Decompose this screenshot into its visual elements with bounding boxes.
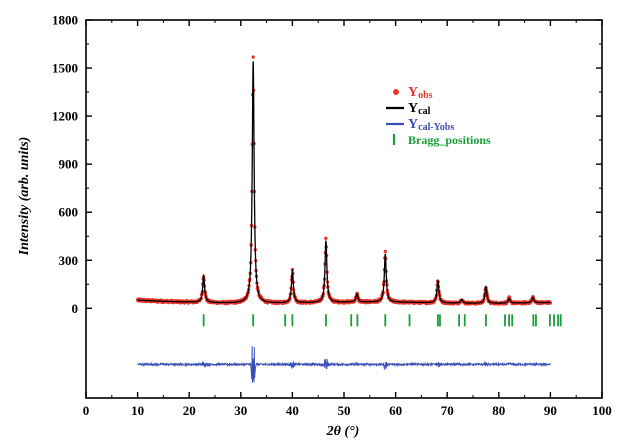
axes-layer: 0 10 20 30 40 50 60 70 80 90 100 0 300 600 900 1200 1500…	[52, 13, 612, 419]
legend-label-main: Y	[408, 101, 418, 116]
legend-label-obs: Yobs	[408, 85, 433, 101]
legend-label-sub: cal-Yobs	[418, 122, 454, 133]
y-tick-label: 0	[72, 301, 79, 316]
x-tick-label: 80	[492, 403, 505, 418]
calculated-curve	[137, 61, 551, 304]
x-tick-label: 20	[183, 403, 196, 418]
legend-label-main: Bragg_positions	[408, 133, 491, 147]
observed-points-layer	[135, 55, 553, 306]
y-tick-label: 1500	[52, 61, 78, 76]
x-tick-label: 50	[338, 403, 351, 418]
observed-point	[324, 236, 328, 240]
calculated-curve-layer	[137, 61, 551, 304]
observed-point	[383, 249, 387, 254]
x-tick-label: 40	[286, 403, 299, 418]
x-tick-label: 100	[592, 403, 612, 418]
y-tick-label: 900	[59, 157, 79, 172]
y-tick-label: 300	[59, 253, 79, 268]
y-tick-label: 600	[59, 205, 79, 220]
legend-label-sub: obs	[418, 90, 433, 101]
legend-marker-obs	[393, 89, 399, 95]
x-axis-title: 2θ (°)	[326, 424, 360, 439]
x-tick-label: 70	[441, 403, 454, 418]
y-tick-label: 1800	[52, 13, 78, 28]
legend-label-main: Y	[408, 85, 418, 100]
y-tick-label: 1200	[52, 109, 78, 124]
legend-label-main: Y	[408, 117, 418, 132]
bragg-positions-layer	[202, 314, 562, 327]
x-tick-label: 0	[83, 403, 90, 418]
x-tick-label: 30	[234, 403, 247, 418]
legend-label-cal: Ycal	[408, 101, 431, 117]
observed-point	[251, 55, 255, 59]
plot-frame	[85, 19, 603, 399]
x-tick-label: 10	[131, 403, 144, 418]
x-tick-label: 60	[389, 403, 402, 418]
legend-label-bragg: Bragg_positions	[408, 133, 491, 147]
legend-label-diff: Ycal-Yobs	[408, 117, 454, 133]
legend-label-sub: cal	[418, 106, 430, 117]
y-axis-title: Intensity (arb. units)	[17, 137, 32, 257]
x-tick-label: 90	[544, 403, 557, 418]
difference-curve	[137, 346, 551, 383]
difference-curve-layer	[137, 346, 551, 383]
